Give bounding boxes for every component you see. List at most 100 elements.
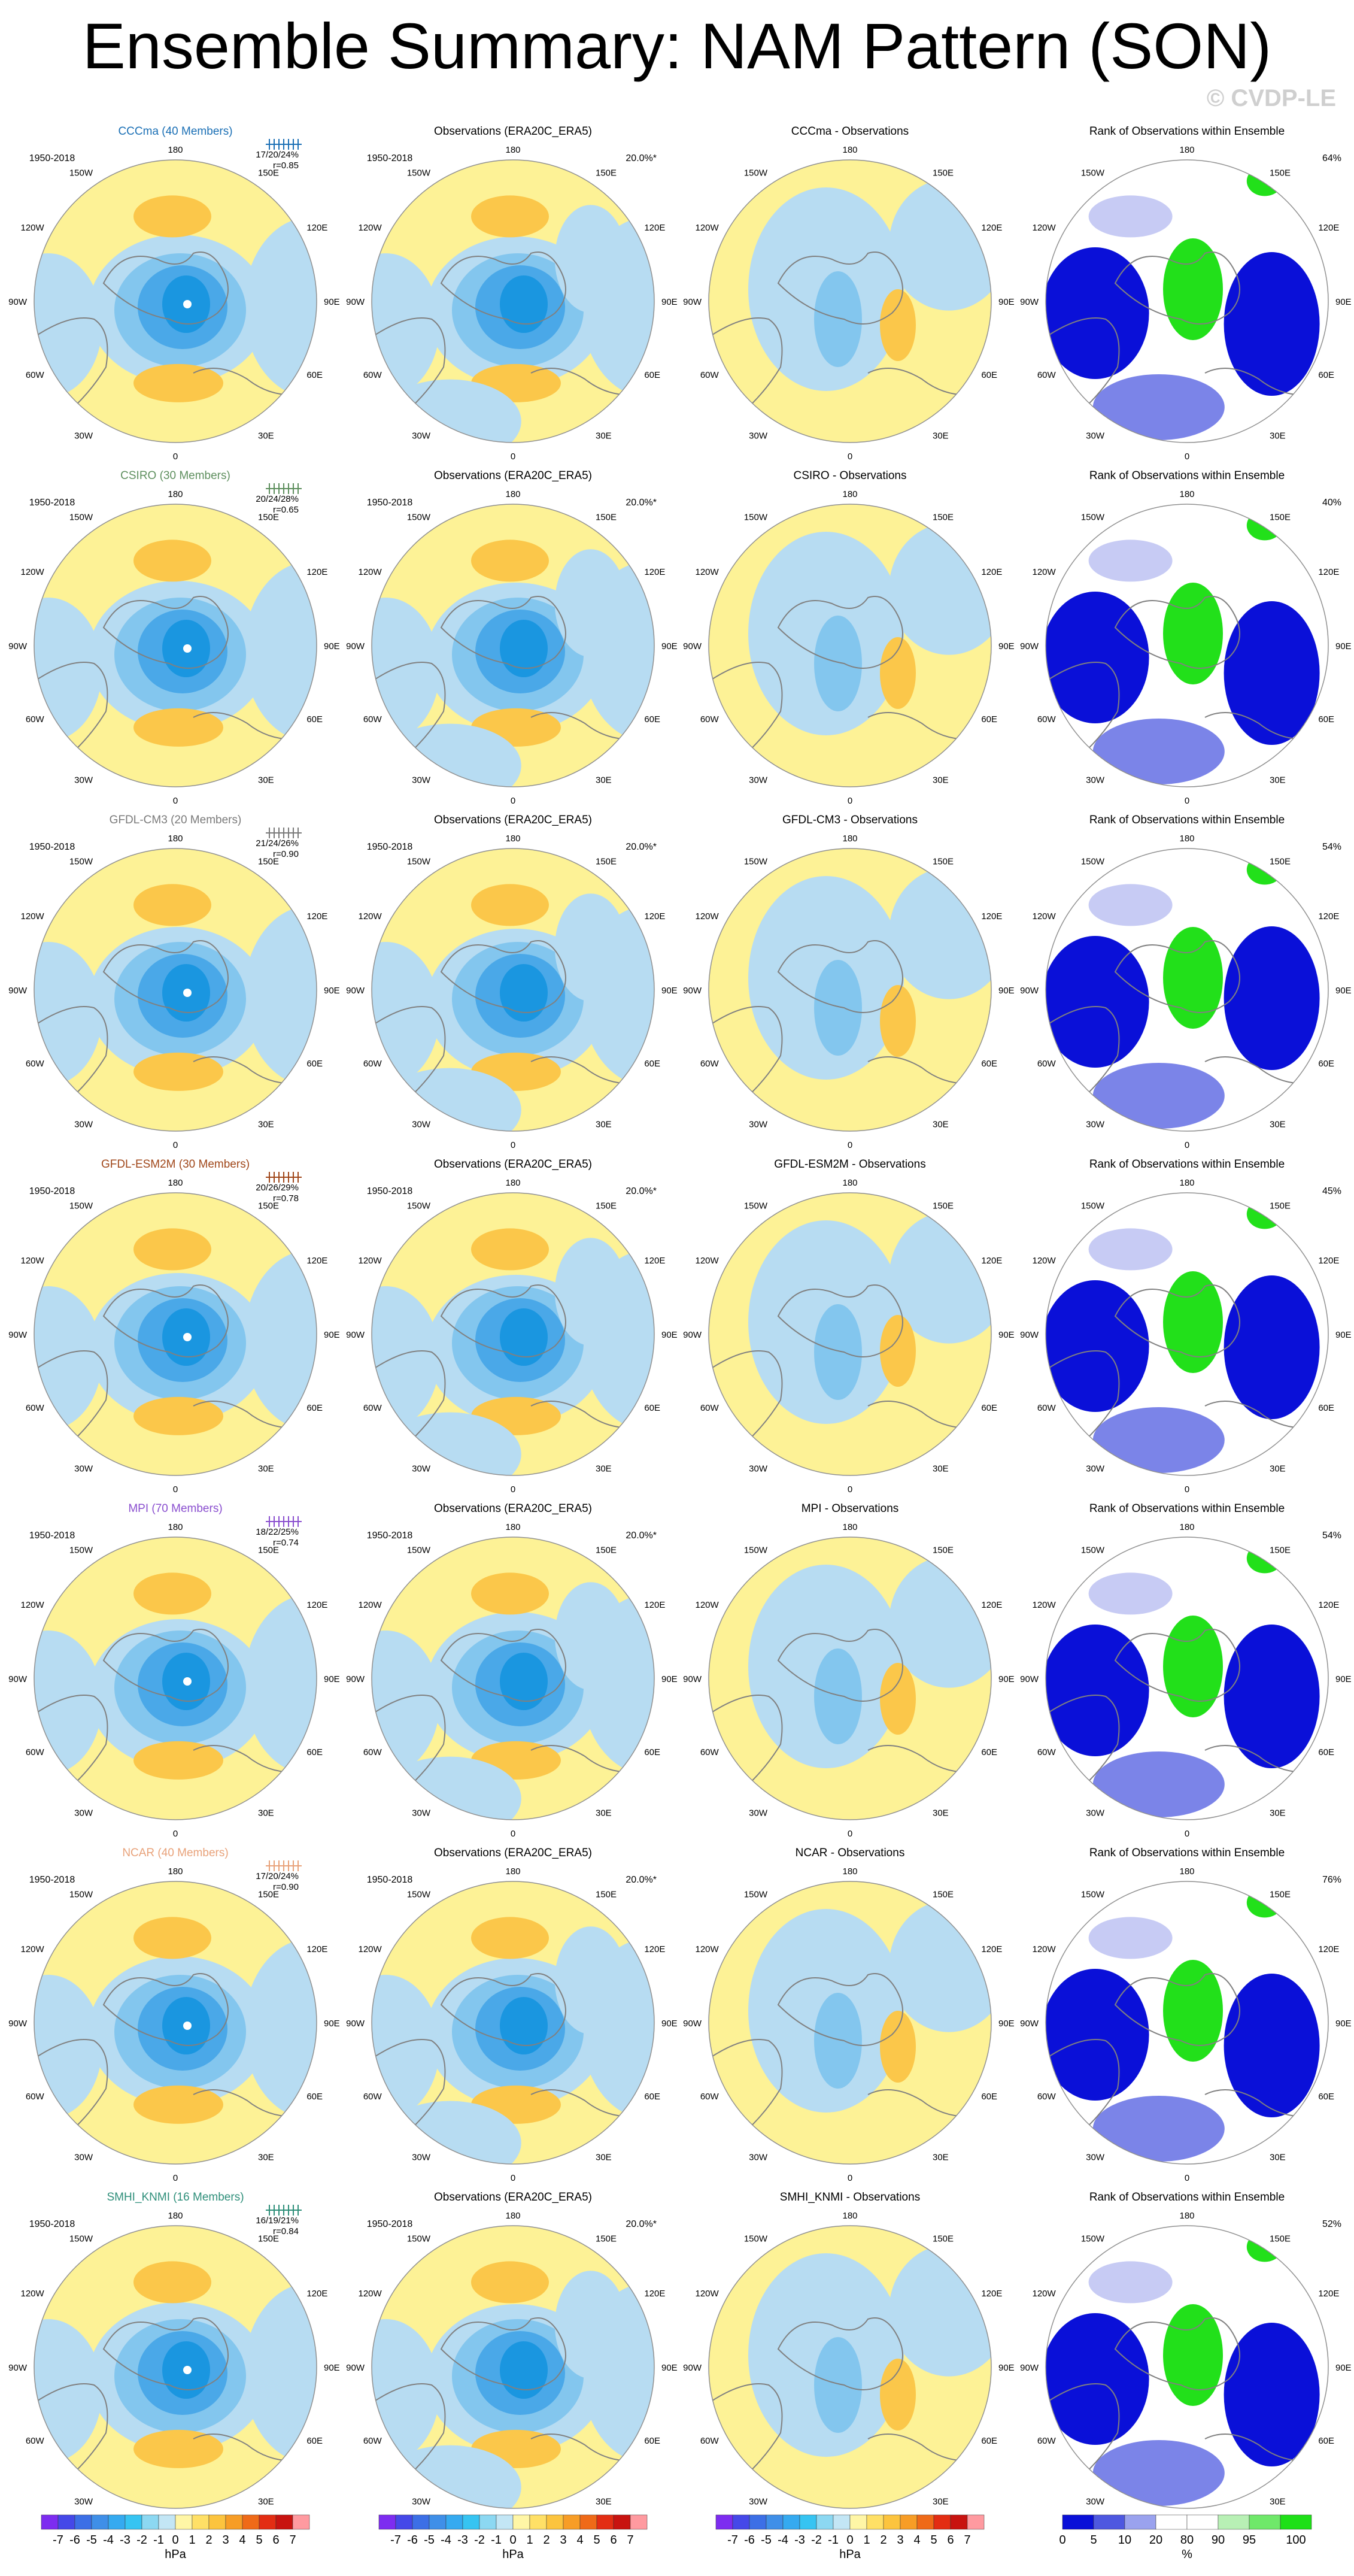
coastline (1114, 1284, 1240, 1357)
lon-label: 30W (74, 1119, 93, 1129)
lon-label: 30E (1270, 775, 1286, 785)
lon-label: 0 (173, 2173, 178, 2183)
lon-label: 0 (511, 1829, 515, 1839)
period-label: 1950-2018 (29, 2219, 75, 2229)
lon-label: 150W (744, 1545, 768, 1556)
colorbar-tick: -6 (744, 2533, 755, 2547)
lon-label: 30E (933, 1463, 949, 1474)
lon-label: 0 (511, 796, 515, 806)
lon-label: 60W (1037, 1059, 1057, 1069)
coastline (709, 1006, 783, 1110)
negative-region (814, 1304, 862, 1400)
colorbar-swatch (596, 2514, 614, 2530)
colorbar-tick: 4 (239, 2533, 245, 2547)
rank-mid-region (1088, 540, 1173, 582)
coastline (777, 1973, 903, 2046)
lon-label: 90W (1020, 2019, 1039, 2029)
lon-label: 150W (744, 2234, 768, 2244)
positive-region (133, 2261, 211, 2304)
panel-title: Rank of Observations within Ensemble (1089, 469, 1285, 482)
lon-label: 150E (1270, 857, 1291, 867)
map-fill (372, 1881, 654, 2164)
negative-region (34, 2319, 102, 2463)
lon-label: 0 (511, 1484, 515, 1495)
lon-label: 120E (981, 1256, 1002, 1266)
panel-title: MPI - Observations (802, 1502, 899, 1515)
rank-mid-region (1088, 2261, 1173, 2304)
coastline (1046, 1006, 1120, 1110)
map-fill (709, 2226, 991, 2508)
obs-pct-label: 20.0%* (626, 1186, 657, 1196)
negative-region (244, 1595, 317, 1774)
negative-region (814, 2337, 862, 2433)
panel-obs: 180 0 150W 150E 120W 120E 90W 90E 60W 60E 30W 30E Ob… (346, 1158, 678, 1495)
stats-label: 20/26/29% (256, 1183, 299, 1193)
map-fill (372, 1537, 654, 1820)
map-border (371, 848, 655, 1132)
row-5: 180 0 150W 150E 120W 120E 90W 90E 60W 60E 30W 30E NC… (8, 1847, 1352, 2183)
lon-label: 90W (346, 641, 365, 651)
lon-label: 0 (1185, 1140, 1189, 1150)
colorbar-swatch (275, 2514, 293, 2530)
colorbar-tick: 5 (930, 2533, 937, 2547)
lon-label: 150W (69, 1201, 93, 1211)
lon-label: 120E (306, 911, 327, 922)
lon-label: 90E (998, 2019, 1015, 2029)
lon-label: 0 (848, 796, 852, 806)
colorbar-tick: 2 (880, 2533, 887, 2547)
rank-mid-region (1088, 1917, 1173, 1959)
lon-label: 30W (749, 1119, 768, 1129)
panel-obs: 180 0 150W 150E 120W 120E 90W 90E 60W 60E 30W 30E Ob… (346, 814, 678, 1150)
map-border (708, 159, 992, 443)
rank-low-region (1046, 1625, 1149, 1756)
pattern-correlation: r=0.84 (273, 2226, 299, 2236)
lon-label: 30E (258, 2496, 274, 2507)
colorbar-tick: 5 (1090, 2533, 1097, 2547)
lon-label: 90E (998, 986, 1015, 996)
pattern-correlation: r=0.90 (273, 849, 299, 859)
lon-label: 30E (596, 431, 612, 441)
lon-label: 120E (644, 223, 665, 233)
rank-mid-region (1088, 1572, 1173, 1615)
lon-label: 120W (358, 1600, 382, 1610)
lon-label: 150E (258, 1890, 279, 1900)
map-fill (1046, 1881, 1328, 2164)
lon-label: 60E (1318, 1747, 1334, 1757)
colorbar-unit: hPa (502, 2548, 524, 2561)
lon-label: 0 (511, 2173, 515, 2183)
map-fill (34, 504, 317, 787)
negative-region (500, 964, 548, 1022)
colorbar-tick: 80 (1180, 2533, 1194, 2547)
positive-region (471, 1917, 549, 1959)
lon-label: 120E (981, 1944, 1002, 1954)
coastline (102, 1284, 229, 1357)
coastline (372, 1006, 446, 1110)
panel-model: 1800150W150E120W120E90W90E60W60E30W30ESM… (8, 2191, 340, 2527)
map-border (708, 1192, 992, 1476)
lon-label: 0 (1185, 796, 1189, 806)
negative-region (372, 1286, 440, 1430)
positive-region (133, 1052, 223, 1091)
lon-label: 60E (306, 2092, 323, 2102)
panel-rank: 180 0 150W 150E 120W 120E 90W 90E 60W 60E 30W 30E Ra… (1020, 814, 1352, 1150)
panel-title: MPI (70 Members) (128, 1502, 222, 1515)
panel-model: 180 0 150W 150E 120W 120E 90W 90E 60W 60E 30W 30E CC… (8, 125, 340, 462)
lon-label: 150E (258, 857, 279, 867)
lon-label: 60E (981, 370, 997, 380)
panel-model: 180 0 150W 150E 120W 120E 90W 90E 60W 60E 30W 30E NC… (8, 1847, 340, 2183)
lon-label: 90E (661, 1674, 678, 1684)
map-border (1045, 504, 1329, 787)
map-border (34, 159, 317, 443)
rank-mid-region (1092, 1063, 1225, 1129)
lon-label: 150E (596, 1545, 617, 1556)
lon-label: 120W (358, 1256, 382, 1266)
lon-label: 150W (1081, 513, 1105, 523)
lon-label: 30W (74, 1808, 93, 1818)
positive-region (471, 884, 549, 926)
panel-obs: 180 0 150W 150E 120W 120E 90W 90E 60W 60E 30W 30E Ob… (346, 1502, 678, 1839)
lon-label: 150E (1270, 1201, 1291, 1211)
lon-label: 0 (848, 1484, 852, 1495)
negative-region (814, 616, 862, 711)
colorbar-swatch (378, 2514, 396, 2530)
lon-label: 0 (173, 1140, 178, 1150)
